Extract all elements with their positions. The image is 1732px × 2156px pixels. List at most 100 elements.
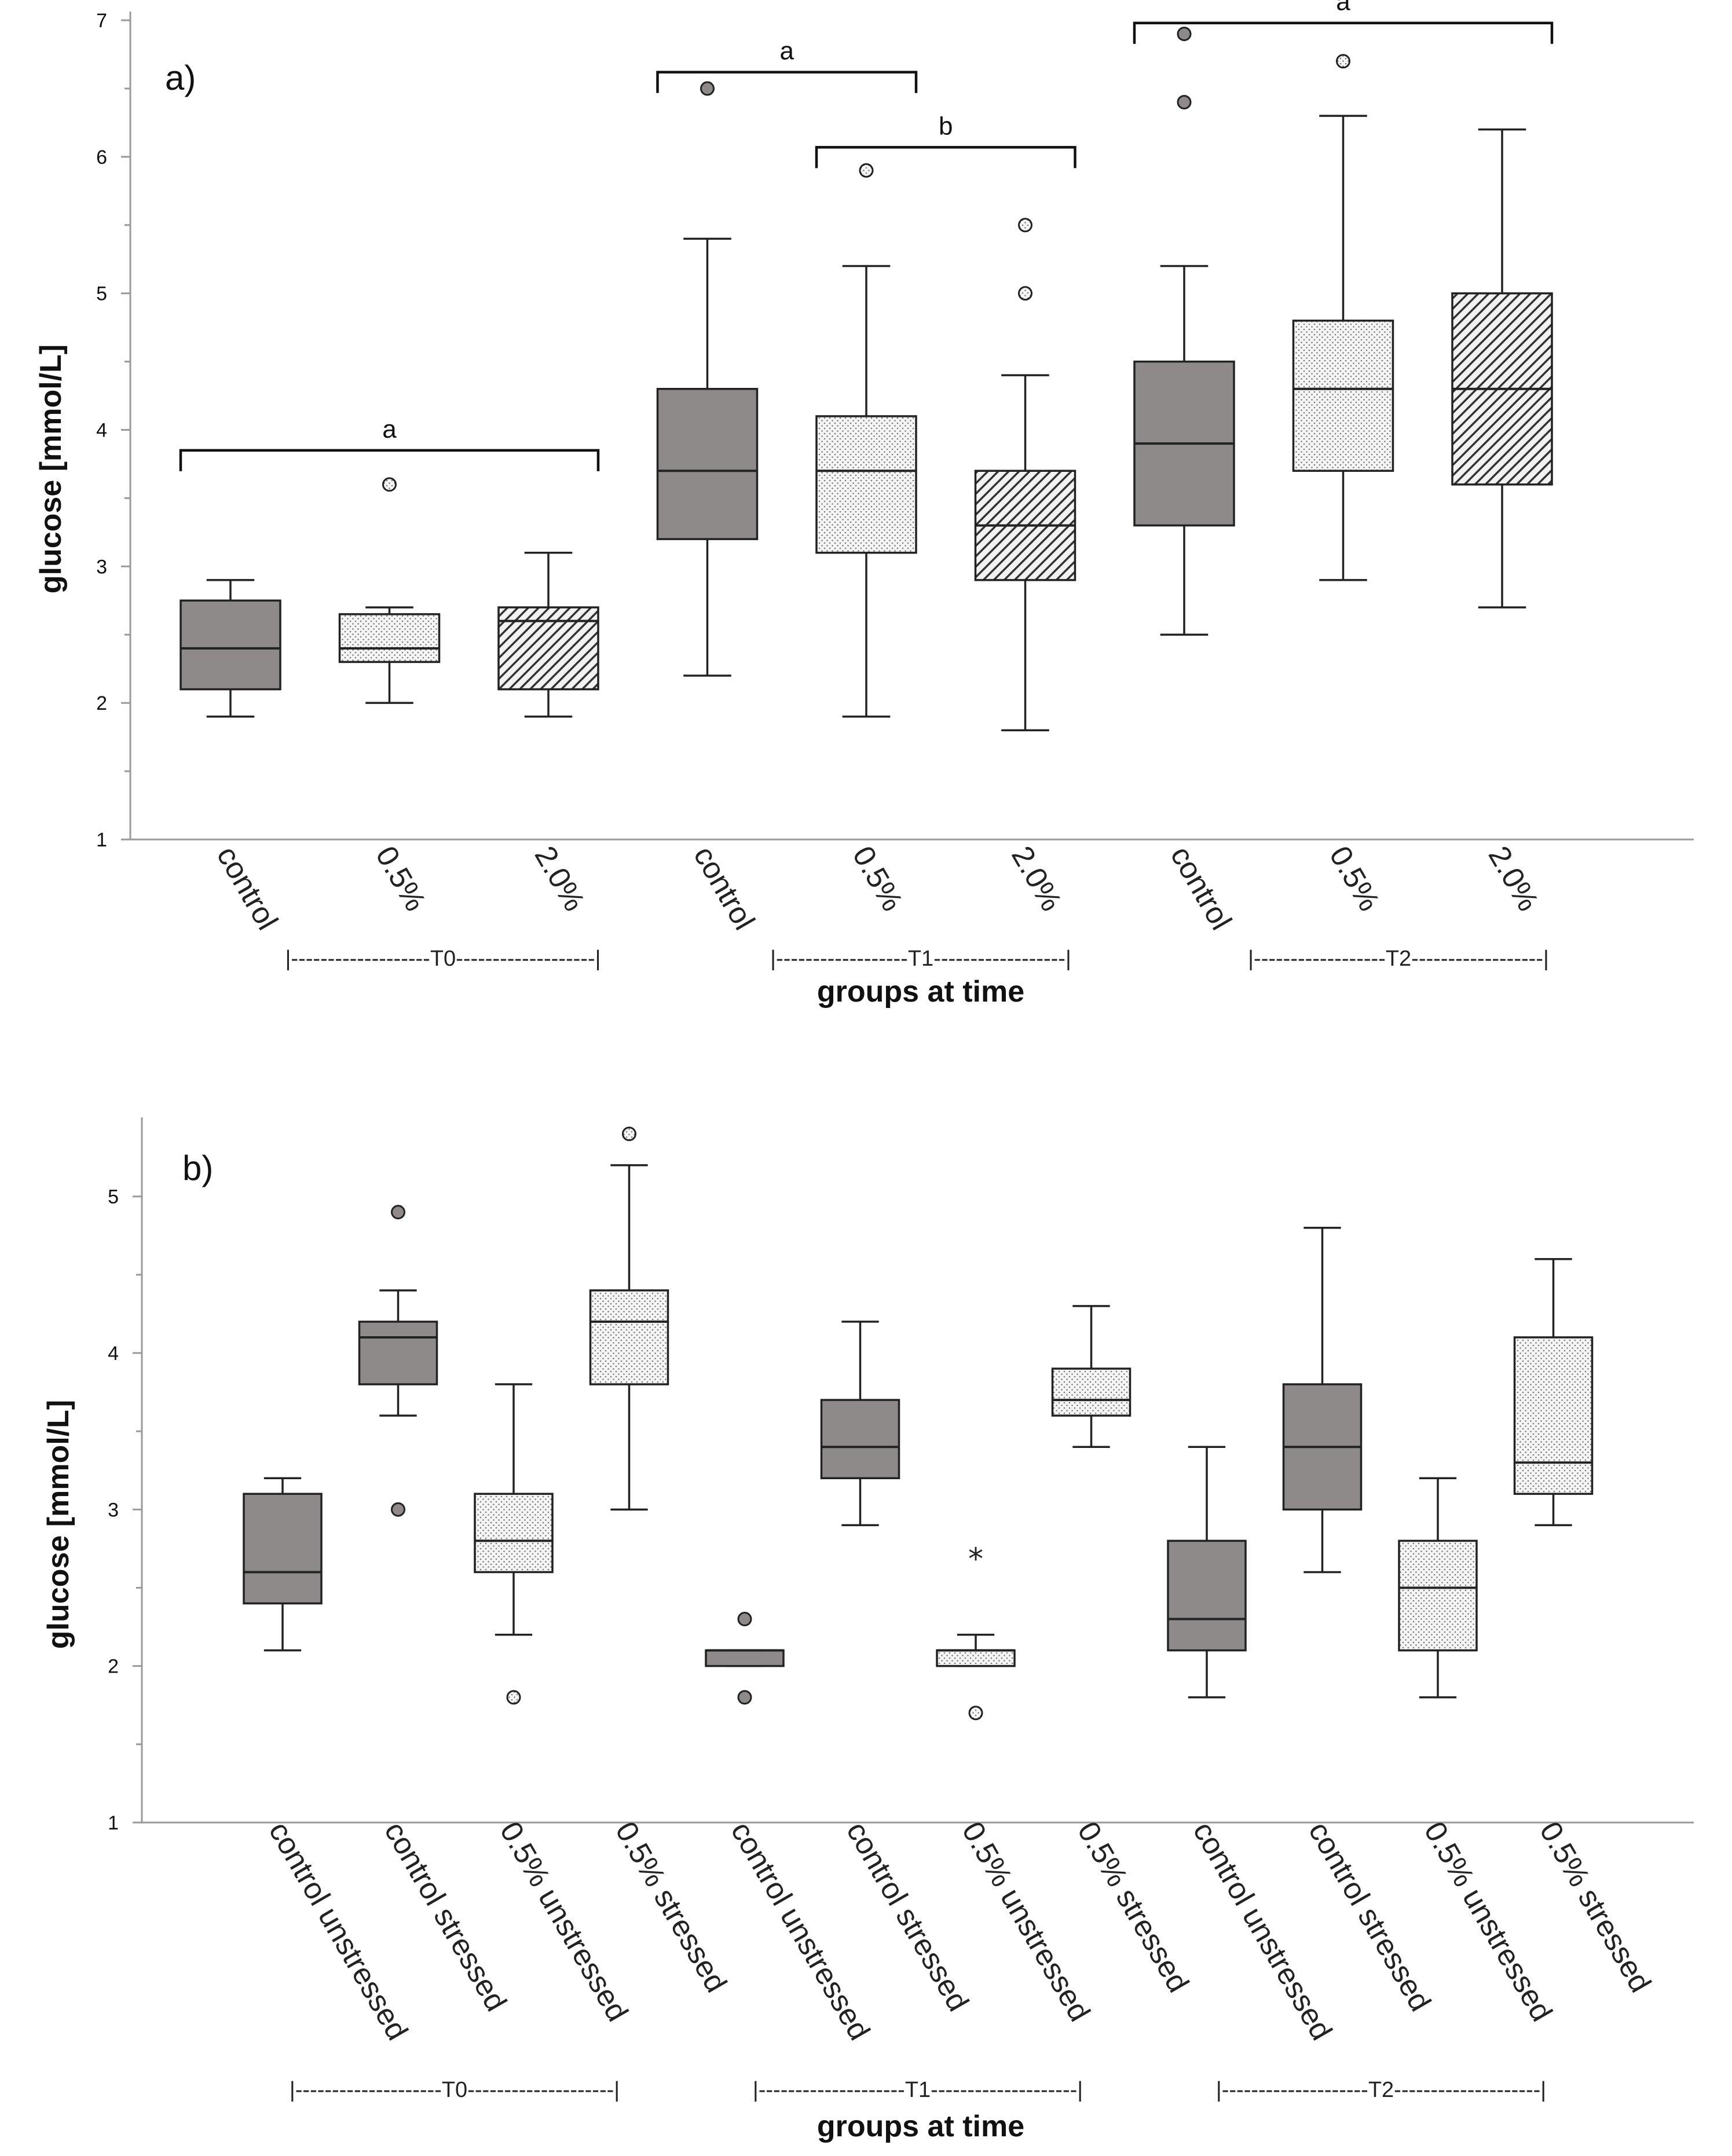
panel-a-significance-bracket	[656, 71, 918, 93]
panel-b-category-label: 0.5% unstressed	[955, 1816, 1097, 2027]
panel-b-category-label: 0.5% stressed	[1071, 1816, 1195, 1998]
box-iqr	[243, 1493, 323, 1605]
panel-a-significance-label: a	[780, 37, 794, 65]
panel-b-box-7	[1051, 1305, 1132, 1448]
panel-b-xlabel: groups at time	[817, 2110, 1024, 2143]
box-iqr	[815, 415, 917, 554]
panel-b-category-label: 0.5% stressed	[1533, 1816, 1657, 1998]
panel-b-box-10	[1398, 1477, 1478, 1699]
outlier-point	[1177, 27, 1192, 42]
panel-a-box-0	[180, 579, 281, 718]
panel-a-y-tick-label: 1	[96, 829, 107, 851]
panel-a-category-label: 2.0%	[1005, 841, 1068, 917]
extreme-point: *	[968, 1542, 983, 1576]
box-iqr	[705, 1649, 785, 1667]
box-iqr	[474, 1493, 554, 1574]
panel-a-box-4	[815, 163, 917, 718]
panel-a-category-label: control	[1164, 841, 1238, 936]
outlier-point	[1336, 54, 1350, 69]
panel-b-box-8	[1167, 1446, 1247, 1699]
panel-a-y-tick-label: 3	[96, 556, 107, 578]
panel-a-box-3	[656, 81, 759, 677]
panel-b-box-9	[1282, 1226, 1363, 1574]
panel-b-category-label: control stressed	[840, 1816, 975, 2017]
panel-a-category-label: 0.5%	[1323, 841, 1386, 917]
panel-a-group-T1: |------------------T1------------------|	[770, 947, 1071, 971]
panel-b-ylabel: glucose [mmol/L]	[42, 1400, 75, 1649]
panel-b-y-tick-label: 5	[108, 1186, 119, 1208]
panel-a-xlabel: groups at time	[817, 975, 1024, 1009]
panel-b-label: b)	[182, 1149, 213, 1187]
panel-b-y-tick-label: 3	[108, 1499, 119, 1521]
panel-b-group-T1: |--------------------T1-----------------…	[753, 2078, 1083, 2102]
panel-a-box-5	[974, 218, 1076, 732]
outlier-point	[391, 1205, 405, 1220]
panel-b-category-label: 0.5% unstressed	[1418, 1816, 1559, 2027]
outlier-point	[622, 1127, 636, 1142]
panel-b-group-T0: |--------------------T0-----------------…	[290, 2078, 620, 2102]
panel-b-box-4	[705, 1612, 785, 1705]
panel-a-chart: a) glucose [mmol/L] groups at time |----…	[34, 0, 1694, 1009]
box-iqr	[338, 613, 441, 663]
panel-b-y-tick-label: 1	[108, 1812, 119, 1834]
panel-b-box-1	[358, 1205, 438, 1517]
panel-a-significance-bracket	[179, 449, 600, 471]
panel-a-box-2	[497, 552, 599, 718]
box-iqr	[497, 606, 599, 691]
outlier-point	[700, 81, 715, 96]
panel-a-y-tick-label: 2	[96, 692, 107, 714]
panel-a-box-8	[1451, 128, 1553, 608]
panel-a-y-tick-label: 6	[96, 146, 107, 168]
panel-b-category-label: 0.5% stressed	[609, 1816, 733, 1998]
panel-a-box-7	[1292, 54, 1394, 581]
panel-b-box-3	[589, 1127, 669, 1511]
panel-a-y-tick-label: 4	[96, 420, 107, 442]
panel-a-category-label: 0.5%	[846, 841, 909, 917]
panel-a-significance-label: b	[939, 112, 953, 140]
panel-b-y-tick-label: 2	[108, 1656, 119, 1678]
outlier-point	[382, 477, 397, 492]
outlier-point	[737, 1612, 752, 1627]
panel-b-box-5	[820, 1321, 900, 1527]
panel-a-significance-label: a	[382, 415, 397, 443]
panel-b-y-tick-label: 4	[108, 1343, 119, 1365]
panel-b-chart: b) glucose [mmol/L] groups at time |----…	[42, 1117, 1694, 2143]
box-iqr	[589, 1289, 669, 1385]
panel-a-y-tick-label: 5	[96, 283, 107, 305]
box-iqr	[1167, 1539, 1247, 1652]
panel-a-significance-bracket	[1133, 21, 1554, 44]
panel-a-category-label: control	[687, 841, 761, 936]
panel-b-box-0	[243, 1477, 323, 1652]
box-iqr	[358, 1321, 438, 1385]
box-iqr	[656, 388, 759, 540]
panel-a-label: a)	[165, 58, 196, 97]
box-iqr	[936, 1649, 1016, 1667]
outlier-point	[968, 1706, 983, 1721]
box-iqr	[180, 599, 281, 691]
box-iqr	[820, 1399, 900, 1480]
panel-a-category-label: 0.5%	[369, 841, 432, 917]
panel-a-y-tick-label: 7	[96, 10, 107, 32]
panel-b-box-2	[474, 1383, 554, 1705]
panel-a-significance-label: a	[1336, 0, 1350, 16]
panel-b-category-label: control stressed	[1302, 1816, 1437, 2017]
panel-b-box-11	[1513, 1258, 1594, 1527]
panel-a-group-T0: |-------------------T0------------------…	[285, 947, 601, 971]
outlier-point	[391, 1502, 405, 1517]
outlier-point	[1177, 95, 1192, 109]
box-iqr	[1398, 1539, 1478, 1652]
panel-b-category-label: 0.5% unstressed	[493, 1816, 635, 2027]
panel-a-group-T2: |------------------T2------------------|	[1248, 947, 1549, 971]
box-iqr	[1292, 320, 1394, 472]
panel-a-category-label: 2.0%	[528, 841, 591, 917]
outlier-point	[1018, 286, 1032, 301]
panel-b-box-6: *	[936, 1542, 1016, 1721]
panel-b-category-label: control stressed	[378, 1816, 513, 2017]
outlier-point	[1018, 218, 1032, 233]
panel-a-box-6	[1133, 27, 1235, 636]
outlier-point	[506, 1690, 521, 1705]
box-iqr	[1051, 1367, 1132, 1417]
panel-a-category-label: 2.0%	[1482, 841, 1545, 917]
panel-a-ylabel: glucose [mmol/L]	[34, 344, 68, 593]
